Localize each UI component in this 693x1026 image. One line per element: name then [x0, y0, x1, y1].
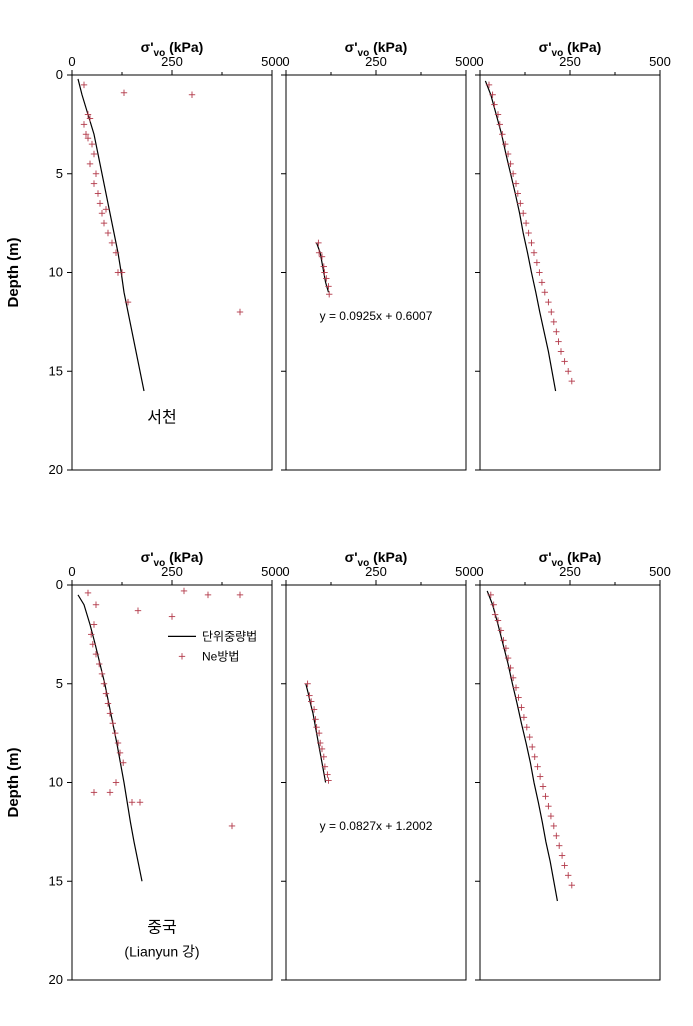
y-tick-label: 20 — [49, 462, 63, 477]
y-tick-label: 15 — [49, 363, 63, 378]
x-tick-label: 500 — [261, 54, 283, 69]
y-tick-label: 10 — [49, 265, 63, 280]
panel: σ'vo (kPa)0250500 — [475, 549, 671, 980]
legend-marker-label: Ne방법 — [202, 649, 239, 663]
site-label: 서천 — [147, 409, 176, 427]
y-tick-label: 0 — [56, 577, 63, 592]
y-tick-label: 10 — [49, 775, 63, 790]
y-axis-label: Depth (m) — [5, 748, 22, 818]
series-markers — [81, 82, 243, 316]
x-tick-label: 0 — [282, 54, 289, 69]
series-line — [317, 243, 329, 292]
series-line — [78, 595, 142, 881]
x-tick-label: 0 — [476, 564, 483, 579]
x-tick-label: 0 — [476, 54, 483, 69]
series-markers — [304, 681, 331, 784]
x-tick-label: 500 — [455, 54, 477, 69]
fit-equation: y = 0.0925x + 0.6007 — [320, 309, 433, 323]
fit-equation: y = 0.0827x + 1.2002 — [320, 819, 433, 833]
series-markers — [315, 240, 332, 298]
panel-frame — [480, 75, 660, 470]
panel: σ'vo (kPa)0250500y = 0.0827x + 1.2002 — [281, 549, 477, 980]
x-tick-label: 250 — [559, 54, 581, 69]
panel: σ'vo (kPa)0250500 — [475, 39, 671, 470]
x-tick-label: 250 — [365, 564, 387, 579]
y-tick-label: 20 — [49, 972, 63, 987]
x-tick-label: 250 — [161, 564, 183, 579]
x-tick-label: 250 — [559, 564, 581, 579]
x-tick-label: 0 — [282, 564, 289, 579]
x-tick-label: 500 — [649, 564, 671, 579]
panel: σ'vo (kPa)025050005101520중국(Lianyun 강)단위… — [49, 549, 283, 987]
legend-line-label: 단위중량법 — [202, 629, 257, 643]
series-line — [306, 684, 326, 783]
x-tick-label: 0 — [68, 564, 75, 579]
y-axis-label: Depth (m) — [5, 238, 22, 308]
x-tick-label: 500 — [455, 564, 477, 579]
x-tick-label: 250 — [365, 54, 387, 69]
panel: σ'vo (kPa)0250500y = 0.0925x + 0.6007 — [281, 39, 477, 470]
x-tick-label: 500 — [649, 54, 671, 69]
x-tick-label: 500 — [261, 564, 283, 579]
x-tick-label: 0 — [68, 54, 75, 69]
y-tick-label: 5 — [56, 166, 63, 181]
panel-frame — [286, 75, 466, 470]
y-tick-label: 0 — [56, 67, 63, 82]
site-label: 중국 — [147, 920, 176, 937]
series-markers — [85, 588, 243, 829]
panel-frame — [480, 585, 660, 980]
y-tick-label: 5 — [56, 676, 63, 691]
x-tick-label: 250 — [161, 54, 183, 69]
series-line — [78, 79, 144, 391]
series-line — [485, 81, 555, 391]
site-sublabel: (Lianyun 강) — [124, 943, 199, 959]
panel: σ'vo (kPa)025050005101520서천 — [49, 39, 283, 477]
y-tick-label: 15 — [49, 873, 63, 888]
series-line — [487, 591, 557, 901]
figure: Depth (m)σ'vo (kPa)025050005101520서천σ'vo… — [0, 0, 693, 1026]
panel-frame — [286, 585, 466, 980]
